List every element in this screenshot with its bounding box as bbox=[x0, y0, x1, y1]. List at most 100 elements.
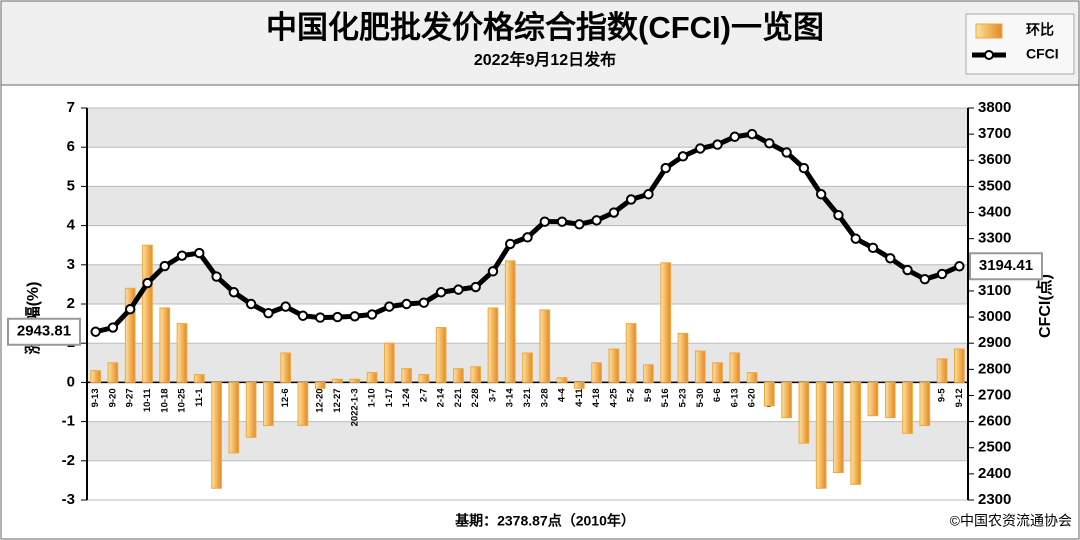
line-point bbox=[608, 207, 620, 218]
line-point bbox=[660, 162, 671, 174]
line-point bbox=[867, 242, 879, 254]
y2-tick-label: 2300 bbox=[978, 491, 1011, 508]
bar bbox=[954, 348, 965, 383]
bar bbox=[815, 381, 827, 489]
x-tick-label: 9-5 bbox=[937, 388, 948, 402]
line-point bbox=[401, 298, 412, 310]
bar bbox=[902, 381, 913, 434]
line-point bbox=[453, 284, 464, 295]
line-point bbox=[263, 307, 274, 319]
line-point bbox=[798, 162, 810, 174]
line-point bbox=[297, 310, 309, 321]
x-tick-label: 1-10 bbox=[367, 388, 378, 407]
line-point bbox=[625, 194, 637, 205]
line-point bbox=[850, 233, 861, 244]
bar bbox=[487, 307, 499, 383]
line-point bbox=[505, 238, 516, 250]
x-tick-label: 12-6 bbox=[280, 388, 291, 407]
x-tick-label: 4-18 bbox=[591, 388, 602, 407]
bar bbox=[90, 370, 101, 383]
x-tick-label: 9-27 bbox=[125, 388, 136, 407]
legend-label: 环比 bbox=[1026, 22, 1054, 38]
bar bbox=[504, 260, 516, 383]
line-point bbox=[332, 311, 343, 323]
line-point bbox=[194, 247, 205, 259]
line-point bbox=[902, 264, 913, 276]
y2-tick-label: 2700 bbox=[978, 386, 1011, 403]
x-tick-label: 12-27 bbox=[332, 388, 343, 412]
bar bbox=[608, 348, 620, 383]
legend-box bbox=[965, 13, 1075, 75]
bar bbox=[366, 372, 378, 383]
bar bbox=[124, 287, 136, 383]
bar bbox=[470, 366, 482, 383]
x-tick-label: 5-2 bbox=[626, 388, 637, 402]
y2-tick-label: 3800 bbox=[978, 99, 1011, 116]
bar bbox=[314, 381, 326, 389]
x-tick-label: 11-1 bbox=[194, 388, 205, 407]
value-label: 2943.81 bbox=[17, 323, 71, 340]
y2-tick-label: 3300 bbox=[978, 230, 1011, 247]
x-tick-label: 5-23 bbox=[677, 388, 688, 407]
x-tick-label: 10-18 bbox=[159, 388, 170, 412]
x-tick-label: 4-4 bbox=[557, 388, 568, 402]
line-point bbox=[487, 266, 499, 277]
x-tick-label: 1-17 bbox=[384, 388, 395, 407]
y-tick-label: 4 bbox=[67, 217, 76, 234]
grid-band bbox=[87, 108, 968, 148]
line-point bbox=[228, 287, 240, 298]
y2-axis-label: CFCI(点) bbox=[1035, 274, 1054, 338]
bar bbox=[884, 381, 896, 419]
bar bbox=[383, 342, 395, 383]
line-point bbox=[107, 322, 119, 333]
bar bbox=[332, 378, 343, 383]
x-tick-label: 5-9 bbox=[643, 388, 654, 402]
y2-tick-label: 3000 bbox=[978, 308, 1011, 325]
line-point bbox=[677, 151, 689, 162]
x-tick-label: 3-14 bbox=[505, 388, 516, 408]
bar bbox=[643, 364, 654, 383]
bar bbox=[936, 358, 948, 383]
line-point bbox=[124, 304, 136, 315]
line-point bbox=[435, 287, 447, 298]
line-point bbox=[574, 219, 585, 230]
bar bbox=[211, 381, 222, 489]
line-point bbox=[746, 128, 758, 140]
line-point bbox=[539, 216, 550, 227]
y2-tick-label: 3600 bbox=[978, 151, 1011, 168]
grid-band bbox=[87, 186, 968, 226]
y-tick-label: -1 bbox=[62, 413, 75, 430]
bar bbox=[435, 327, 447, 383]
y2-tick-label: 2600 bbox=[978, 413, 1011, 430]
bar bbox=[573, 381, 585, 389]
grid-band bbox=[87, 264, 968, 304]
bar bbox=[159, 307, 171, 383]
credit: ©中国农资流通协会 bbox=[950, 513, 1072, 529]
x-tick-label: 3-21 bbox=[522, 388, 533, 408]
y2-tick-label: 3400 bbox=[978, 204, 1011, 221]
x-tick-label: 10-11 bbox=[142, 388, 153, 412]
y-tick-label: 2 bbox=[67, 295, 75, 312]
line-point bbox=[919, 273, 931, 285]
bar bbox=[453, 368, 464, 383]
bar bbox=[694, 350, 706, 383]
x-tick-label: 10-25 bbox=[177, 388, 188, 413]
line-point bbox=[591, 215, 602, 226]
bar bbox=[764, 381, 775, 407]
bar bbox=[798, 381, 810, 444]
line-point bbox=[522, 232, 533, 243]
x-tick-label: 4-11 bbox=[574, 388, 585, 407]
bar bbox=[193, 374, 205, 383]
y-tick-label: -2 bbox=[62, 452, 75, 469]
bar bbox=[746, 372, 758, 383]
y2-tick-label: 3100 bbox=[978, 282, 1011, 299]
y2-tick-label: 2500 bbox=[978, 439, 1011, 456]
x-tick-label: 12-20 bbox=[315, 388, 326, 412]
line-point bbox=[280, 301, 291, 312]
line-point bbox=[315, 312, 326, 323]
line-point bbox=[954, 261, 965, 272]
bar bbox=[280, 352, 291, 383]
line-point bbox=[366, 309, 378, 320]
x-tick-label: 2-14 bbox=[436, 388, 447, 408]
